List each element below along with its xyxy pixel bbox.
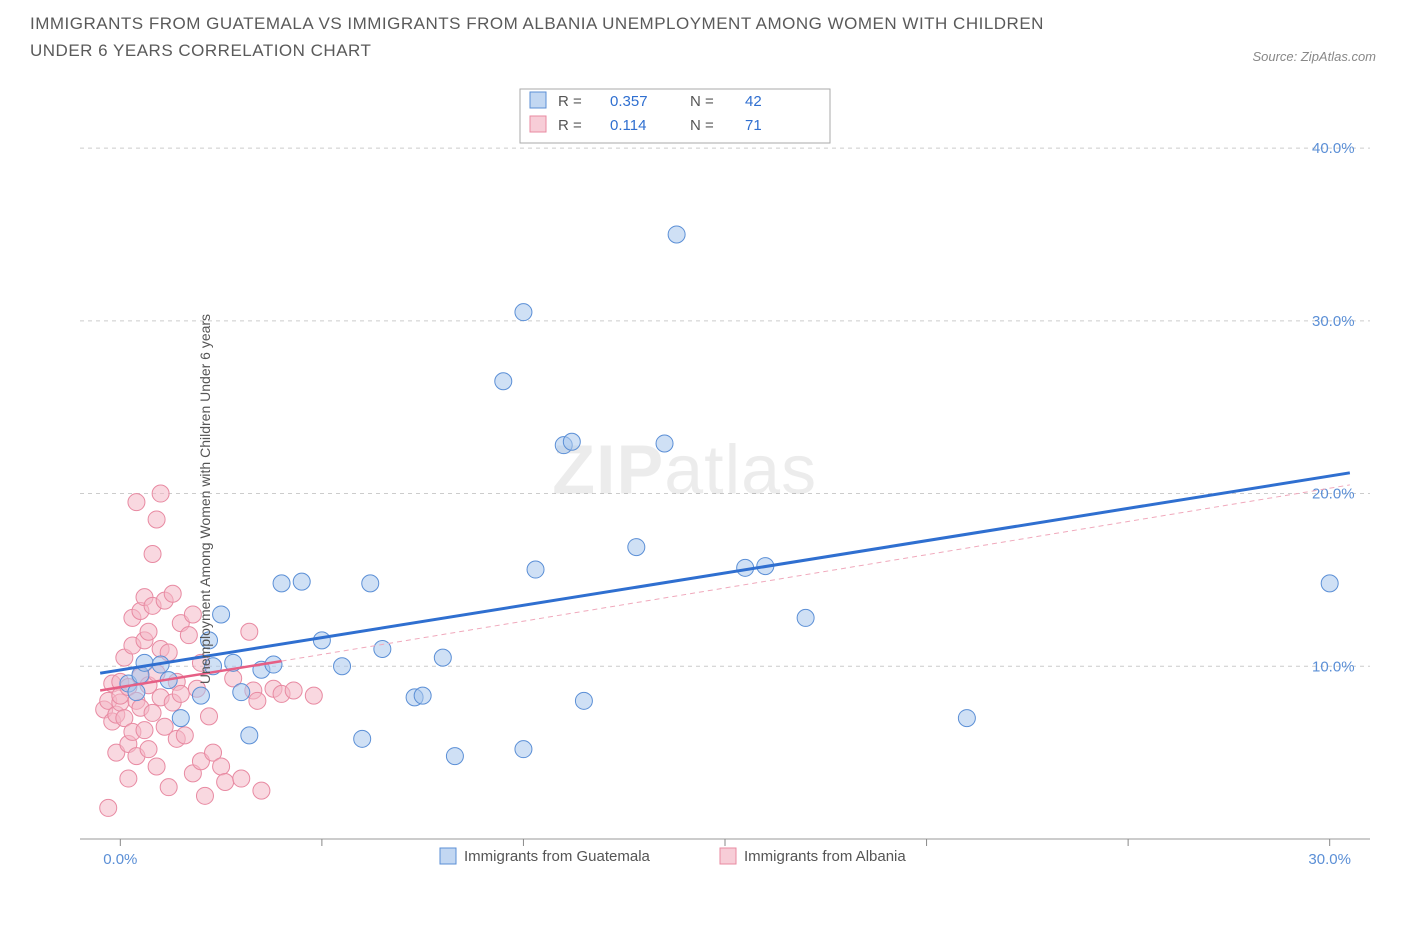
svg-text:N =: N = — [690, 93, 714, 110]
svg-text:Immigrants from Guatemala: Immigrants from Guatemala — [464, 848, 651, 865]
svg-text:0.114: 0.114 — [610, 117, 646, 134]
chart-title: IMMIGRANTS FROM GUATEMALA VS IMMIGRANTS … — [30, 10, 1050, 64]
svg-text:30.0%: 30.0% — [1312, 313, 1355, 330]
svg-text:N =: N = — [690, 117, 714, 134]
svg-text:71: 71 — [745, 117, 762, 134]
svg-text:40.0%: 40.0% — [1312, 140, 1355, 157]
svg-text:42: 42 — [745, 93, 762, 110]
svg-text:R =: R = — [558, 117, 582, 134]
svg-text:Immigrants from Albania: Immigrants from Albania — [744, 848, 906, 865]
svg-text:R =: R = — [558, 93, 582, 110]
scatter-chart: 10.0%20.0%30.0%40.0%0.0%30.0%ZIPatlasR =… — [10, 69, 1396, 889]
svg-text:ZIPatlas: ZIPatlas — [552, 431, 817, 509]
svg-text:30.0%: 30.0% — [1308, 851, 1351, 868]
svg-text:10.0%: 10.0% — [1312, 659, 1355, 676]
source-label: Source: ZipAtlas.com — [1252, 49, 1376, 64]
svg-text:0.357: 0.357 — [610, 93, 648, 110]
svg-text:0.0%: 0.0% — [103, 851, 137, 868]
y-axis-label: Unemployment Among Women with Children U… — [197, 314, 213, 684]
